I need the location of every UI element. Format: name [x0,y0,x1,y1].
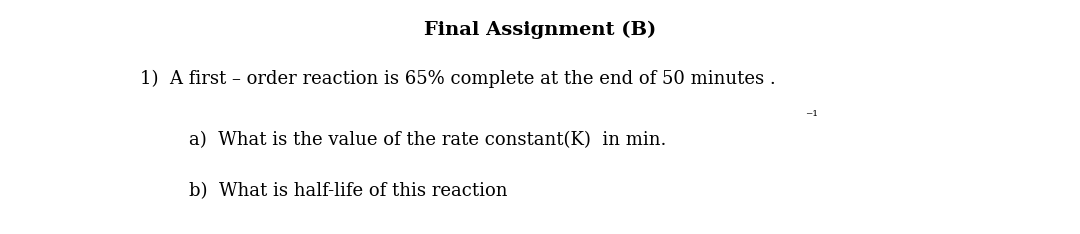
Text: Final Assignment (B): Final Assignment (B) [423,21,657,39]
Text: a)  What is the value of the rate constant(K)  in min.: a) What is the value of the rate constan… [189,131,666,149]
Text: a)  What is the value of the rate constant(K)  in min.: a) What is the value of the rate constan… [189,131,666,149]
Text: ⁻¹: ⁻¹ [805,110,818,124]
Text: b)  What is half-life of this reaction: b) What is half-life of this reaction [189,183,508,201]
Text: 1)  A first – order reaction is 65% complete at the end of 50 minutes .: 1) A first – order reaction is 65% compl… [140,70,777,88]
